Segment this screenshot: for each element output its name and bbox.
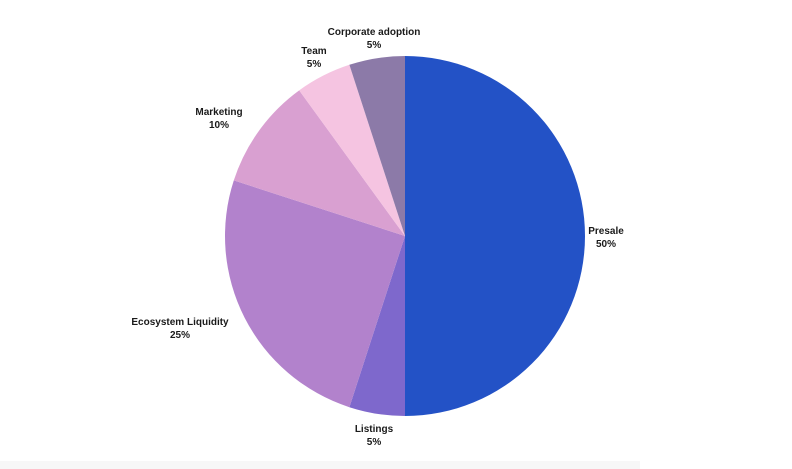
pie-slice-corporate-adoption — [349, 56, 405, 236]
pie-slice-marketing — [233, 90, 405, 236]
slice-label-team: Team — [301, 46, 326, 57]
slice-label-corporate-adoption: Corporate adoption — [328, 27, 421, 38]
slice-value-team: 5% — [307, 59, 322, 70]
slice-label-listings: Listings — [355, 424, 394, 435]
slice-label-marketing: Marketing — [195, 107, 242, 118]
slice-value-corporate-adoption: 5% — [367, 40, 382, 51]
pie-slices — [225, 56, 585, 416]
bottom-strip — [0, 461, 640, 469]
pie-slice-presale — [405, 56, 585, 416]
slice-label-ecosystem-liquidity: Ecosystem Liquidity — [131, 317, 229, 328]
pie-slice-listings — [349, 236, 405, 416]
slice-value-ecosystem-liquidity: 25% — [170, 330, 190, 341]
pie-labels: Presale 50% Listings 5% Ecosystem Liquidity 2… — [131, 27, 624, 448]
pie-slice-team — [299, 64, 405, 236]
slice-value-listings: 5% — [367, 437, 382, 448]
slice-value-marketing: 10% — [209, 120, 229, 131]
pie-slice-ecosystem-liquidity — [225, 180, 405, 408]
slice-label-presale: Presale — [588, 226, 624, 237]
slice-value-presale: 50% — [596, 239, 616, 250]
